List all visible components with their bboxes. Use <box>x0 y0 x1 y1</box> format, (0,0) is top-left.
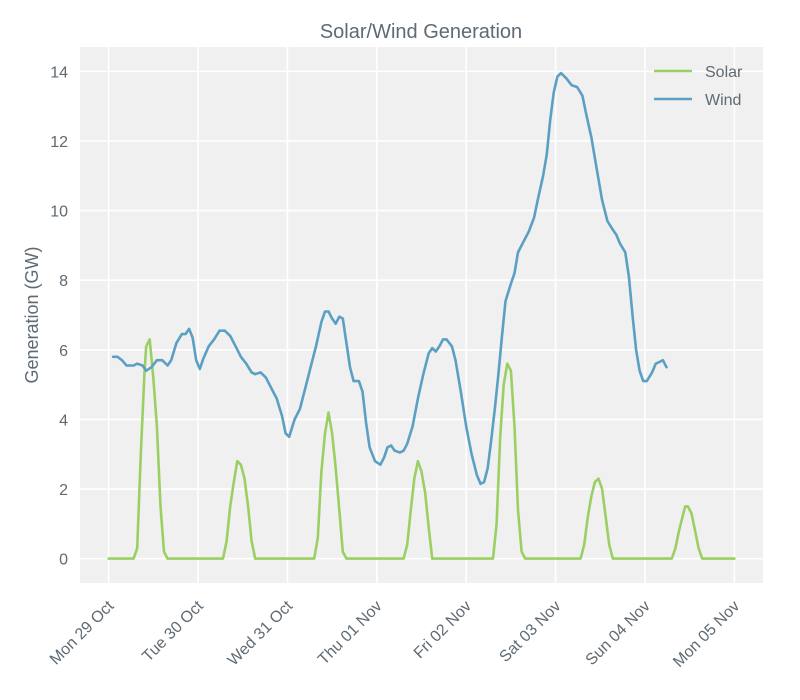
y-tick-label: 10 <box>50 204 68 221</box>
y-tick-label: 6 <box>59 343 68 360</box>
y-axis-ticks: 0 2 4 6 8 10 12 14 <box>50 64 68 568</box>
series-line-solar <box>107 338 736 560</box>
y-tick-label: 2 <box>59 482 68 499</box>
x-tick-label: Thu 01 Nov <box>315 598 386 669</box>
series-layer <box>107 71 736 560</box>
plot-background <box>80 47 763 583</box>
grid <box>80 47 763 583</box>
legend: Solar Wind <box>654 64 743 109</box>
x-tick-label: Sun 04 Nov <box>583 598 654 669</box>
x-tick-label: Mon 05 Nov <box>670 598 743 671</box>
y-tick-label: 8 <box>59 273 68 290</box>
x-tick-label: Fri 02 Nov <box>411 598 475 662</box>
x-tick-label: Sat 03 Nov <box>496 598 564 666</box>
y-tick-label: 12 <box>50 134 68 151</box>
y-tick-label: 14 <box>50 64 68 81</box>
x-axis-ticks: Mon 29 Oct Tue 30 Oct Wed 31 Oct Thu 01 Nov… <box>47 597 743 670</box>
legend-label-wind: Wind <box>705 92 741 109</box>
y-tick-label: 0 <box>59 552 68 569</box>
x-tick-label: Wed 31 Oct <box>225 597 297 669</box>
x-tick-label: Tue 30 Oct <box>139 597 207 665</box>
y-axis-label: Generation (GW) <box>22 246 42 383</box>
chart-title: Solar/Wind Generation <box>320 21 522 43</box>
y-tick-label: 4 <box>59 412 68 429</box>
x-tick-label: Mon 29 Oct <box>47 597 118 668</box>
legend-label-solar: Solar <box>705 64 743 81</box>
series-line-wind <box>111 71 668 486</box>
